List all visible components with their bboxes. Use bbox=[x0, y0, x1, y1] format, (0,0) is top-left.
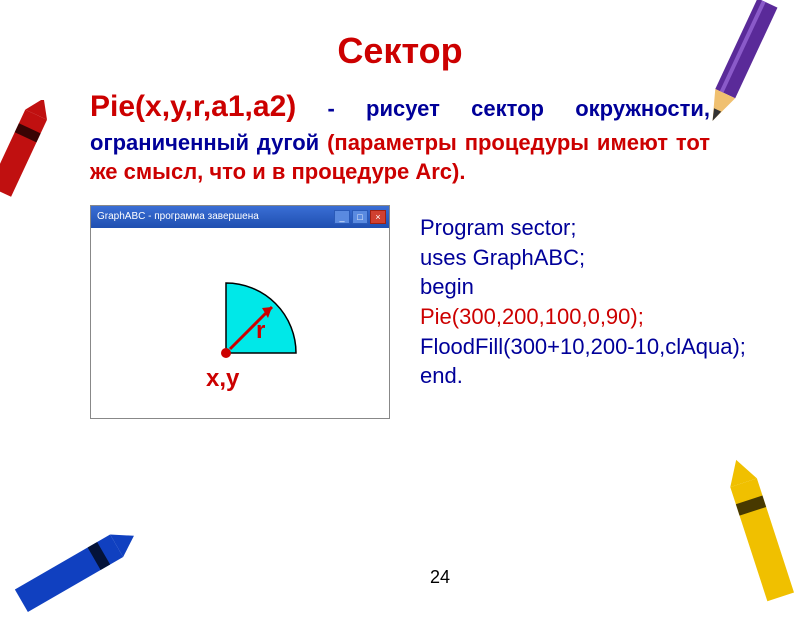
window-maximize-button[interactable]: □ bbox=[352, 210, 368, 224]
window-minimize-button[interactable]: _ bbox=[334, 210, 350, 224]
code-line: FloodFill(300+10,200-10,clAqua); bbox=[420, 332, 746, 362]
r-label: r bbox=[256, 317, 265, 344]
slide-title: Сектор bbox=[0, 0, 800, 72]
code-line-pie: Pie(300,200,100,0,90); bbox=[420, 302, 746, 332]
code-line: uses GraphABC; bbox=[420, 243, 746, 273]
code-block: Program sector; uses GraphABC; begin Pie… bbox=[420, 205, 746, 419]
crayon-red-top-left-icon bbox=[0, 100, 55, 230]
content-row: GraphABC - программа завершена _ □ × r x… bbox=[0, 187, 800, 419]
xy-label: x,y bbox=[206, 365, 240, 392]
window-title: GraphABC - программа завершена bbox=[97, 211, 259, 222]
code-line: begin bbox=[420, 272, 746, 302]
code-line: Program sector; bbox=[420, 213, 746, 243]
crayon-yellow-bottom-right-icon bbox=[705, 450, 800, 620]
window-titlebar: GraphABC - программа завершена _ □ × bbox=[91, 206, 389, 228]
crayon-blue-bottom-left-icon bbox=[0, 520, 140, 630]
function-signature: Pie(x,y,r,a1,a2) bbox=[90, 90, 296, 123]
description-block: Pie(x,y,r,a1,a2) - рисует сектор окружно… bbox=[0, 72, 800, 187]
sector-diagram: r x,y bbox=[206, 258, 376, 418]
pencil-top-right-icon bbox=[690, 0, 800, 160]
canvas-area: r x,y bbox=[91, 228, 389, 418]
page-number: 24 bbox=[430, 567, 450, 588]
illustration-window: GraphABC - программа завершена _ □ × r x… bbox=[90, 205, 390, 419]
code-line: end. bbox=[420, 361, 746, 391]
window-close-button[interactable]: × bbox=[370, 210, 386, 224]
